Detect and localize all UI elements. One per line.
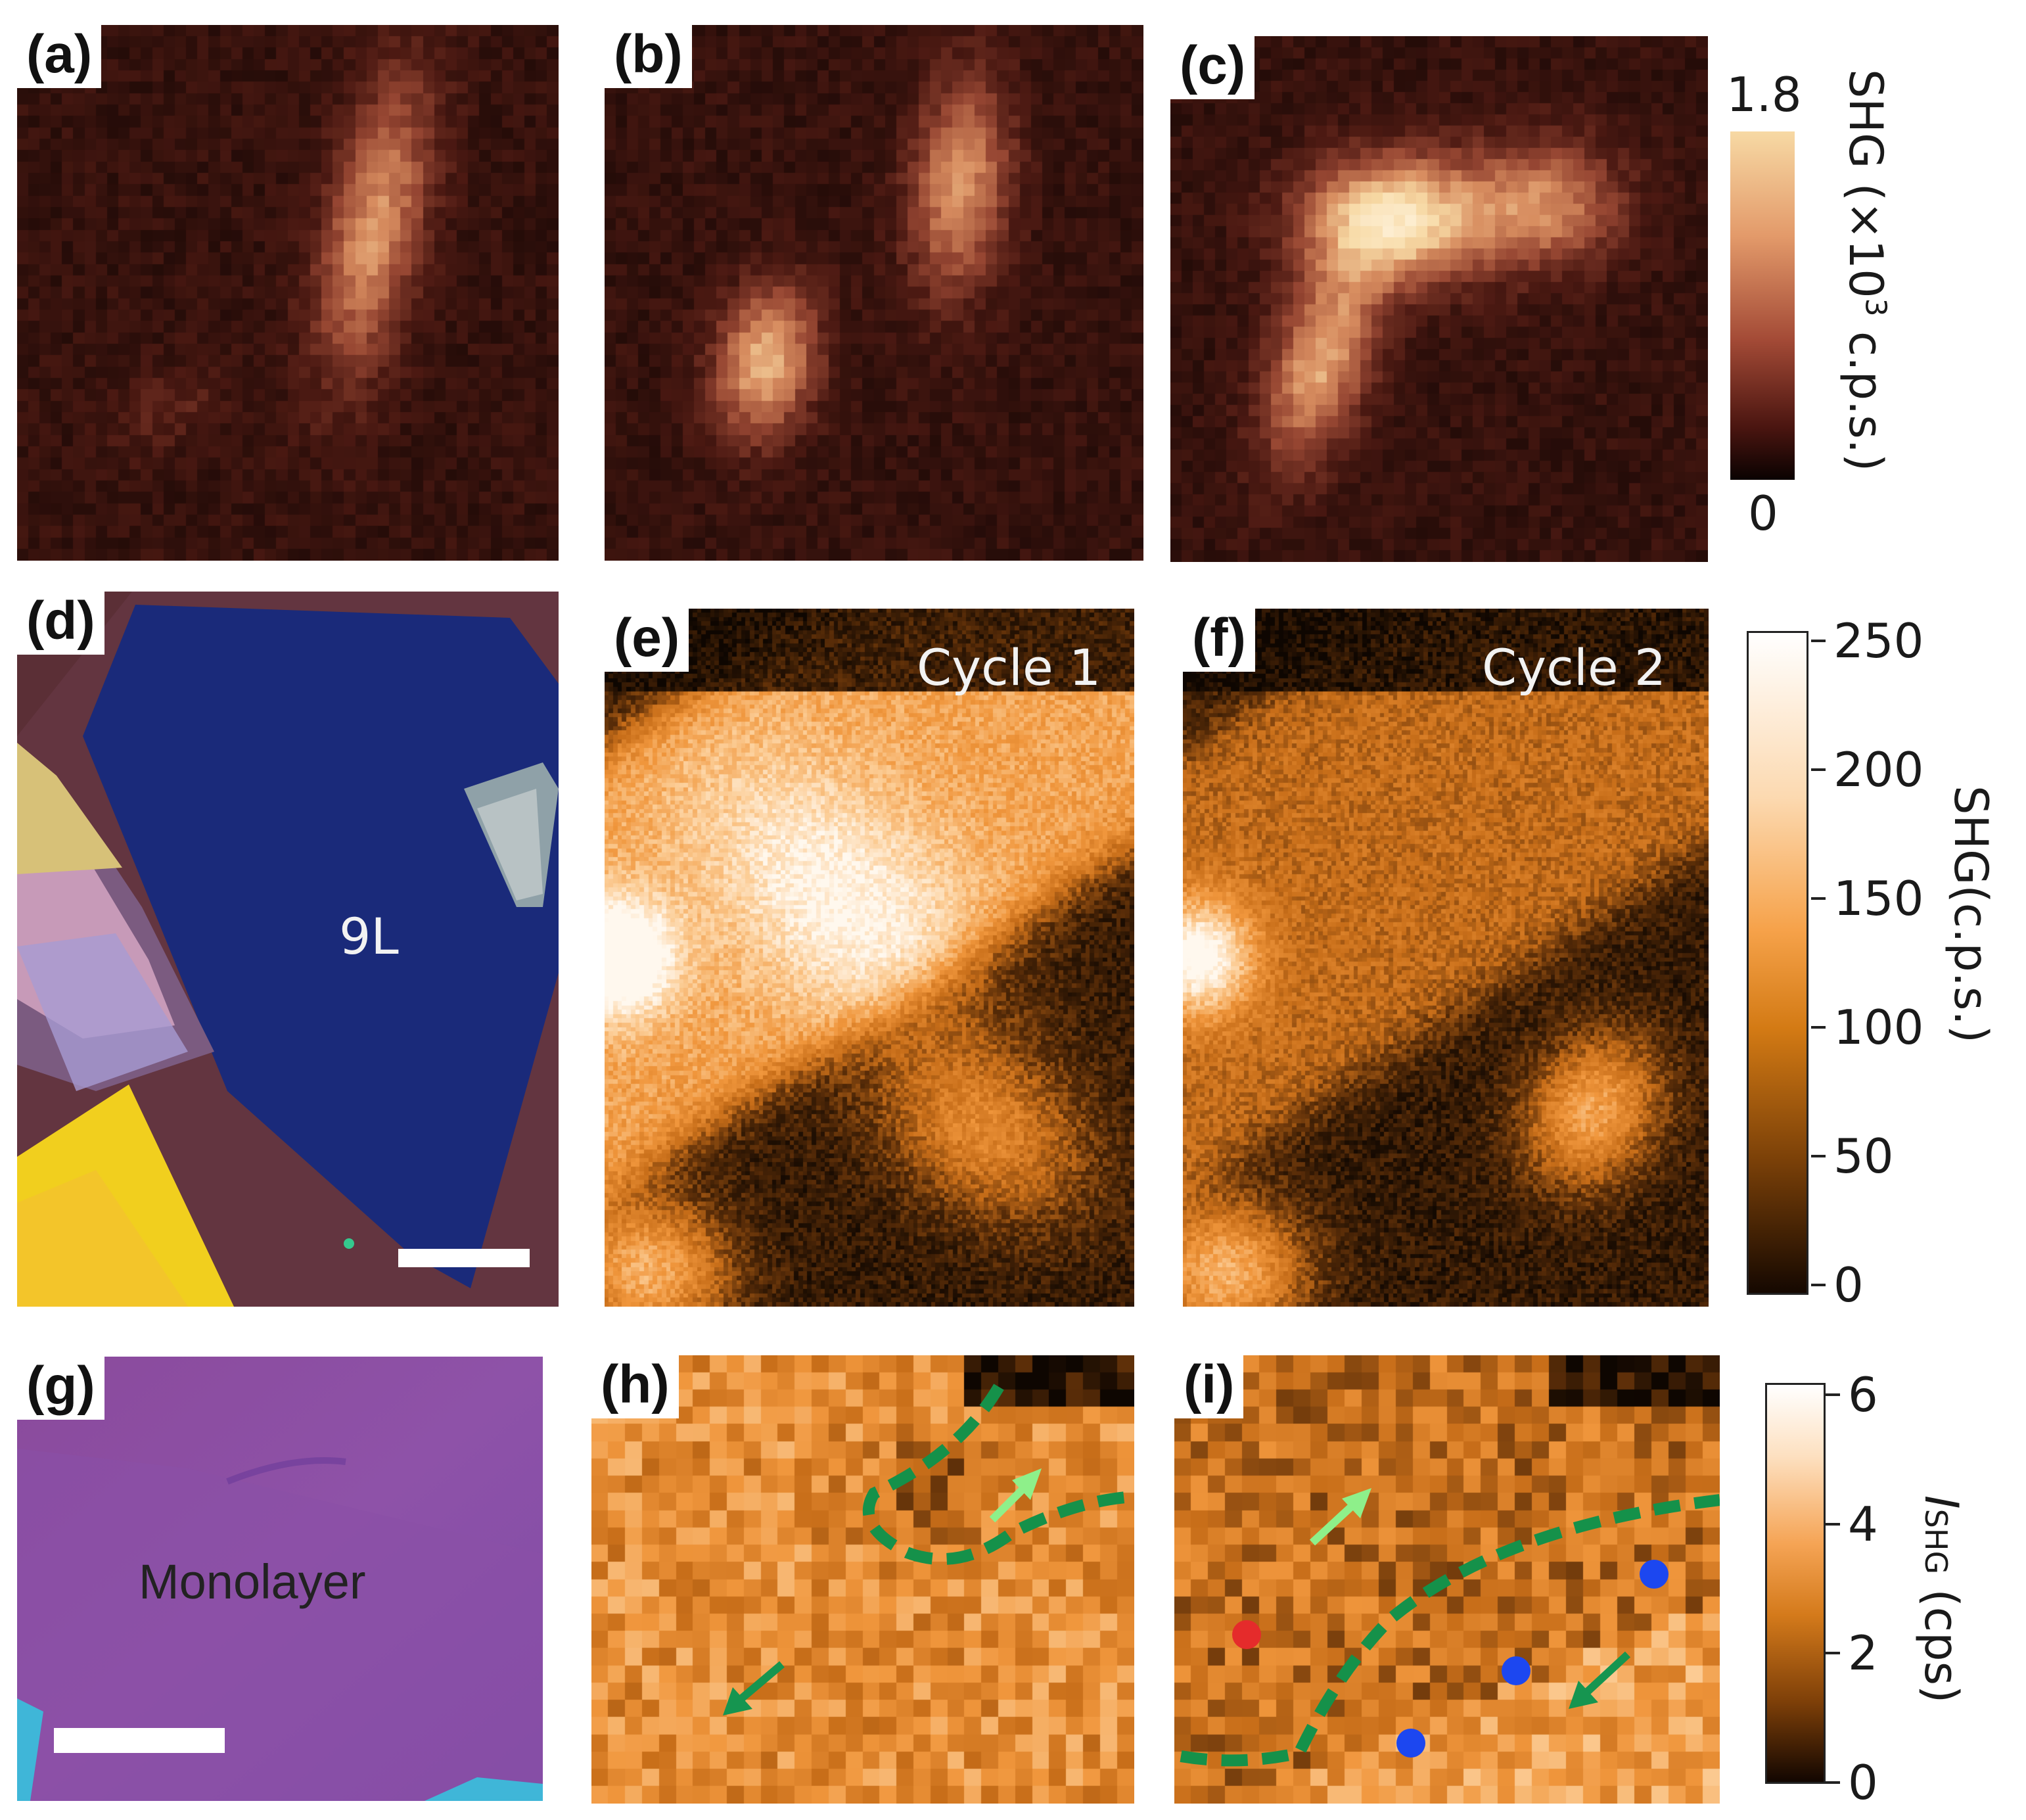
colorbar-top-min: 0 — [1748, 486, 1778, 541]
scale-bar — [398, 1249, 530, 1267]
colorbar-middle-tick-mark — [1811, 1284, 1826, 1286]
panel-d-label: (d) — [17, 592, 104, 655]
panel-f-label: (f) — [1183, 609, 1255, 672]
panel-c-label: (c) — [1170, 36, 1255, 99]
panel-h: (h) — [591, 1355, 1134, 1804]
panel-c-shg-map — [1170, 36, 1708, 562]
panel-c: (c) — [1170, 36, 1708, 562]
panel-e-shg-map — [605, 609, 1134, 1307]
panel-d-optical-image — [17, 592, 559, 1307]
colorbar-middle-tick: 200 — [1833, 742, 1924, 797]
colorbar-middle — [1747, 631, 1808, 1295]
measurement-point-blue — [1502, 1656, 1531, 1685]
colorbar-bottom-tick-mark — [1826, 1522, 1840, 1526]
colorbar-bottom-tick: 2 — [1848, 1625, 1878, 1681]
colorbar-bottom-tick-mark — [1826, 1781, 1840, 1784]
panel-i-overlay — [1180, 1488, 1720, 1767]
panel-a: (a) — [17, 25, 559, 561]
measurement-point-blue — [1640, 1560, 1669, 1589]
panel-g-optical-image — [17, 1357, 543, 1801]
colorbar-middle-tick: 150 — [1833, 871, 1924, 926]
colorbar-bottom-tick-mark — [1826, 1393, 1840, 1396]
colorbar-bottom-tick: 4 — [1848, 1496, 1878, 1552]
panel-h-overlay — [723, 1384, 1134, 1715]
panel-f-shg-map — [1183, 609, 1709, 1307]
panel-e-label: (e) — [605, 609, 689, 672]
colorbar-middle-tick: 250 — [1833, 613, 1924, 668]
domain-boundary — [862, 1384, 1134, 1565]
colorbar-top-max: 1.8 — [1726, 67, 1802, 122]
panel-g-sample-label: Monolayer — [139, 1554, 366, 1609]
panel-e: (e) Cycle 1 — [605, 609, 1134, 1307]
polarization-arrow — [1582, 1651, 1631, 1697]
colorbar-bottom — [1765, 1383, 1826, 1784]
colorbar-middle-tick-mark — [1811, 1155, 1826, 1157]
panel-i-label: (i) — [1174, 1355, 1244, 1418]
panel-f-title: Cycle 2 — [1482, 638, 1667, 697]
panel-b-shg-map — [605, 25, 1143, 561]
panel-a-label: (a) — [17, 25, 102, 88]
colorbar-middle-tick-mark — [1811, 1026, 1826, 1029]
colorbar-middle-tick-mark — [1811, 897, 1826, 900]
colorbar-bottom-tick: 6 — [1848, 1367, 1878, 1422]
panel-h-shg-map — [591, 1355, 1134, 1804]
panel-b-label: (b) — [605, 25, 692, 88]
colorbar-bottom-tick: 0 — [1848, 1755, 1878, 1810]
polarization-arrow — [1309, 1500, 1358, 1546]
colorbar-middle-tick: 0 — [1833, 1257, 1864, 1313]
panel-a-shg-map — [17, 25, 559, 561]
panel-i: (i) — [1174, 1355, 1720, 1804]
colorbar-top — [1730, 131, 1795, 480]
domain-boundary — [1180, 1494, 1720, 1767]
colorbar-middle-tick: 100 — [1833, 1000, 1924, 1055]
panel-f: (f) Cycle 2 — [1183, 609, 1709, 1307]
panel-e-title: Cycle 1 — [917, 638, 1101, 697]
panel-d: (d) 9L — [17, 592, 559, 1307]
panel-g: (g) Monolayer — [17, 1357, 543, 1801]
panel-g-label: (g) — [17, 1357, 104, 1420]
colorbar-middle-tick: 50 — [1833, 1129, 1894, 1184]
colorbar-middle-tick-mark — [1811, 640, 1826, 642]
colorbar-top-label: SHG (×103 c.p.s.) — [1839, 69, 1893, 472]
colorbar-bottom-label: ISHG (cps) — [1914, 1495, 1968, 1704]
polarization-arrow — [737, 1661, 785, 1704]
colorbar-bottom-tick-mark — [1826, 1652, 1840, 1655]
colorbar-middle-tick-mark — [1811, 768, 1826, 771]
polarization-arrow — [989, 1483, 1028, 1523]
measurement-point-blue — [1396, 1729, 1425, 1758]
measurement-point-red — [1232, 1620, 1261, 1649]
panel-h-label: (h) — [591, 1355, 679, 1418]
colorbar-middle-label: SHG(c.p.s.) — [1944, 785, 1998, 1044]
panel-b: (b) — [605, 25, 1143, 561]
panel-d-thickness-label: 9L — [339, 907, 399, 966]
scale-bar — [54, 1728, 225, 1753]
